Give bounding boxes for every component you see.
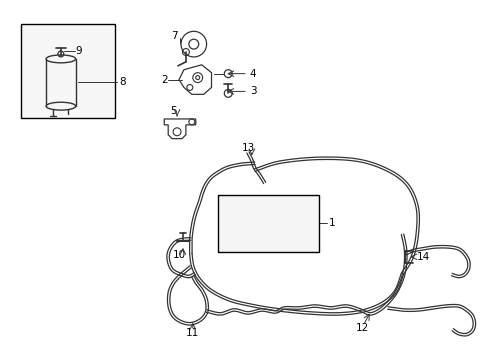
Text: 9: 9 <box>76 46 82 56</box>
Text: 7: 7 <box>171 31 178 41</box>
Text: 8: 8 <box>119 77 125 86</box>
Text: 13: 13 <box>241 144 254 153</box>
Text: 6: 6 <box>281 218 287 228</box>
Text: 11: 11 <box>186 328 199 338</box>
Text: 5: 5 <box>170 106 177 116</box>
Text: 14: 14 <box>416 252 429 262</box>
Bar <box>21 24 115 118</box>
Text: 12: 12 <box>356 323 369 333</box>
Text: 3: 3 <box>249 86 256 96</box>
Text: 2: 2 <box>161 75 167 85</box>
Bar <box>218 195 318 252</box>
Text: 4: 4 <box>249 69 256 79</box>
Text: 1: 1 <box>328 218 335 228</box>
Text: 10: 10 <box>173 250 186 260</box>
